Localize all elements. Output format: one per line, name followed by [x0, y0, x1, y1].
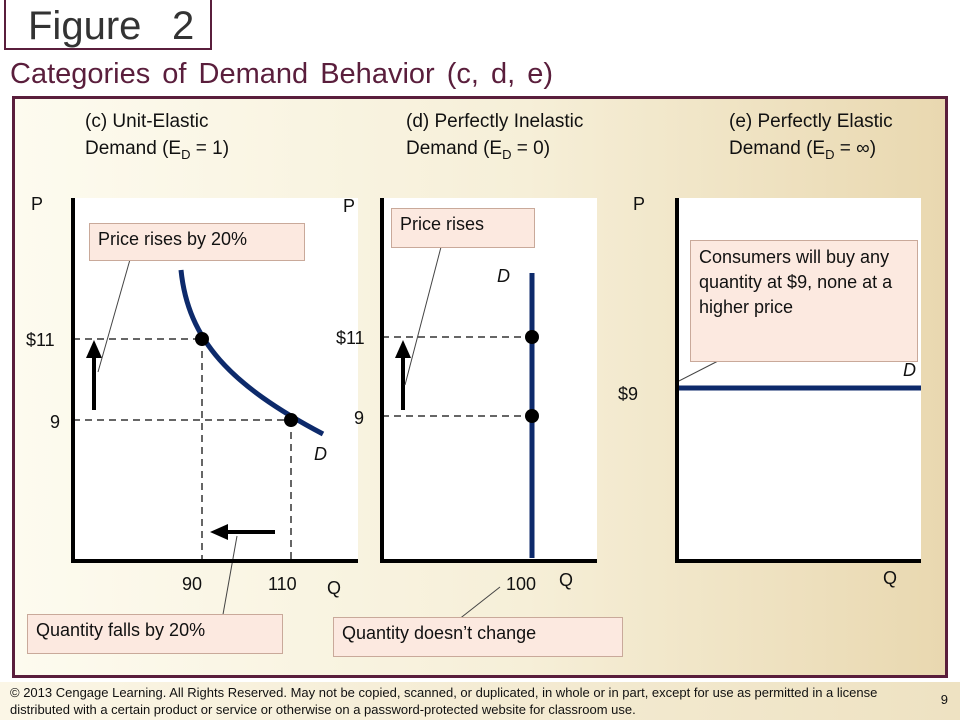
point-high-d	[525, 330, 539, 344]
panel-e-title-suffix: = ∞)	[834, 138, 877, 159]
panel-e-title-prefix: Demand (E	[729, 138, 826, 159]
panel-d-title: (d) Perfectly Inelastic Demand (ED = 0)	[406, 108, 583, 168]
figure-label-box: Figure 2	[4, 0, 212, 50]
axis-label-p-d: P	[343, 196, 356, 216]
price-label-e: $9	[618, 384, 639, 404]
point-low-d	[525, 409, 539, 423]
callout-price-rises-d: Price rises	[391, 208, 535, 248]
qty-high-label-c: 110	[268, 574, 297, 594]
leader-callout-e	[676, 360, 719, 383]
panel-c-graph	[71, 198, 358, 621]
leader-qty-c	[221, 535, 238, 621]
arrow-left-icon	[210, 524, 228, 540]
qty-label-d: 100	[506, 574, 537, 594]
panel-c-title: (c) Unit-Elastic Demand (ED = 1)	[85, 108, 229, 168]
page-title: Categories of Demand Behavior (c, d, e)	[10, 58, 554, 90]
callout-price-rises-c: Price rises by 20%	[89, 223, 305, 261]
axis-label-q-e: Q	[883, 568, 898, 588]
panel-e-title-line1: (e) Perfectly Elastic	[729, 111, 893, 132]
arrow-up-icon	[86, 340, 102, 358]
price-low-label-c: 9	[50, 412, 61, 432]
curve-label-d-c: D	[314, 444, 327, 464]
callout-consumers-e: Consumers will buy any quantity at $9, n…	[690, 240, 918, 362]
panel-d-graph	[380, 198, 597, 621]
curve-label-d-d: D	[497, 266, 510, 286]
figure-word: Figure	[28, 4, 142, 48]
panel-d-subscript: D	[502, 146, 512, 162]
panel-d-title-suffix: = 0)	[511, 138, 551, 159]
plot-area-d	[382, 198, 597, 562]
arrow-up-icon	[395, 340, 411, 358]
panel-c-title-suffix: = 1)	[190, 138, 230, 159]
slide-number: 9	[940, 692, 948, 707]
axis-label-q-c: Q	[327, 578, 342, 598]
panel-d-title-prefix: Demand (E	[406, 138, 503, 159]
panel-d-title-line1: (d) Perfectly Inelastic	[406, 111, 584, 132]
panel-c-title-line1: (c) Unit-Elastic	[85, 111, 209, 132]
leader-price-c	[97, 255, 132, 373]
panel-d-title-line2: Demand (ED = 0)	[406, 135, 583, 168]
panel-c-subscript: D	[181, 146, 191, 162]
callout-quantity-falls-c: Quantity falls by 20%	[27, 614, 283, 654]
axis-label-p-c: P	[31, 194, 44, 214]
curve-label-d-e: D	[903, 360, 916, 380]
panel-e-title-line2: Demand (ED = ∞)	[729, 135, 893, 168]
price-high-label-c: $11	[26, 330, 55, 350]
panel-e-title: (e) Perfectly Elastic Demand (ED = ∞)	[729, 108, 893, 168]
leader-price-d	[404, 246, 442, 386]
panel-c-title-prefix: Demand (E	[85, 138, 182, 159]
figure-number: 2	[172, 4, 195, 48]
callout-quantity-unchanged-d: Quantity doesn’t change	[333, 617, 623, 657]
axis-label-q-d: Q	[559, 570, 574, 590]
footer-band	[0, 682, 960, 720]
leader-qty-d	[457, 586, 501, 621]
panel-c-title-line2: Demand (ED = 1)	[85, 135, 229, 168]
axis-label-p-e: P	[633, 194, 646, 214]
point-high-c	[195, 332, 209, 346]
price-high-label-d: $11	[336, 328, 365, 348]
copyright-notice: © 2013 Cengage Learning. All Rights Rese…	[10, 685, 878, 717]
panel-e-subscript: D	[825, 146, 835, 162]
panel-e-graph	[675, 198, 921, 563]
qty-low-label-c: 90	[182, 574, 203, 594]
price-low-label-d: 9	[354, 408, 365, 428]
point-low-c	[284, 413, 298, 427]
